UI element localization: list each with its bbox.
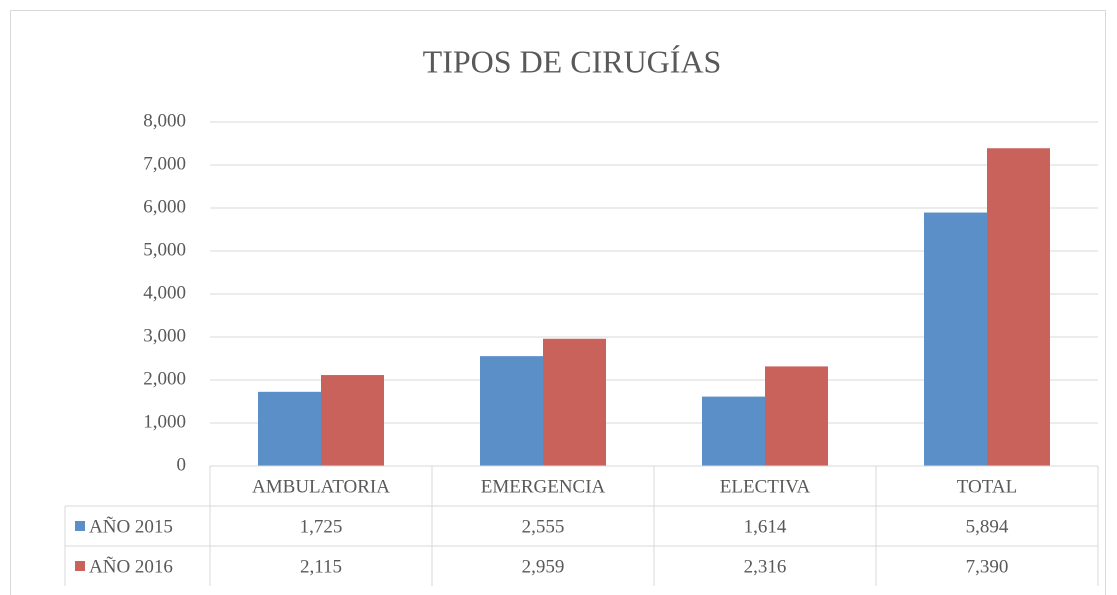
y-tick-label: 4,000 (143, 282, 186, 303)
bar (702, 396, 765, 466)
x-tick-label: AMBULATORIA (252, 476, 390, 497)
y-tick-label: 0 (177, 454, 187, 475)
bar (924, 212, 987, 466)
x-tick-label: TOTAL (957, 476, 1017, 497)
table-value: 2,555 (522, 516, 565, 537)
y-tick-label: 7,000 (143, 153, 186, 174)
bar (987, 148, 1050, 467)
bar (480, 356, 543, 466)
chart-border (10, 10, 1106, 595)
x-tick-label: EMERGENCIA (481, 476, 606, 497)
y-tick-label: 5,000 (143, 239, 186, 260)
legend-label: AÑO 2016 (89, 555, 173, 577)
bar (258, 391, 321, 466)
legend-label: AÑO 2015 (89, 515, 173, 537)
table-value: 2,959 (522, 556, 565, 577)
chart-title: TIPOS DE CIRUGÍAS (423, 43, 722, 79)
table-value: 1,725 (300, 516, 343, 537)
legend-key (75, 561, 85, 571)
table-value: 1,614 (744, 516, 787, 537)
table-value: 5,894 (966, 516, 1009, 537)
bar (765, 366, 828, 466)
table-value: 7,390 (966, 556, 1009, 577)
table-value: 2,316 (744, 556, 787, 577)
table-value: 2,115 (300, 556, 342, 577)
bar (321, 375, 384, 466)
y-tick-label: 1,000 (143, 411, 186, 432)
y-tick-label: 3,000 (143, 325, 186, 346)
y-tick-label: 8,000 (143, 110, 186, 131)
bar (543, 338, 606, 466)
legend-key (75, 521, 85, 531)
y-tick-label: 2,000 (143, 368, 186, 389)
x-tick-label: ELECTIVA (720, 476, 811, 497)
y-tick-label: 6,000 (143, 196, 186, 217)
